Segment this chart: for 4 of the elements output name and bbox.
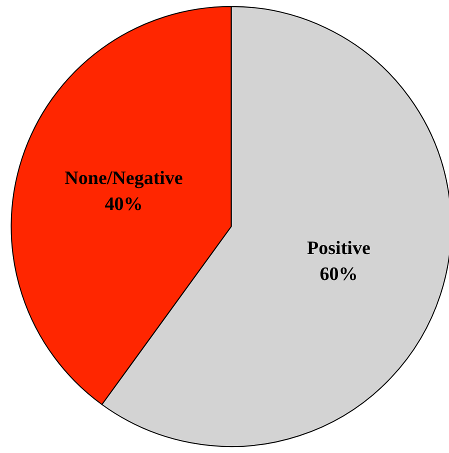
slice-label: Positive <box>307 238 370 259</box>
data-label: 40% <box>104 194 143 216</box>
slice-label: None/Negative <box>64 168 183 190</box>
data-label: 60% <box>320 264 358 285</box>
